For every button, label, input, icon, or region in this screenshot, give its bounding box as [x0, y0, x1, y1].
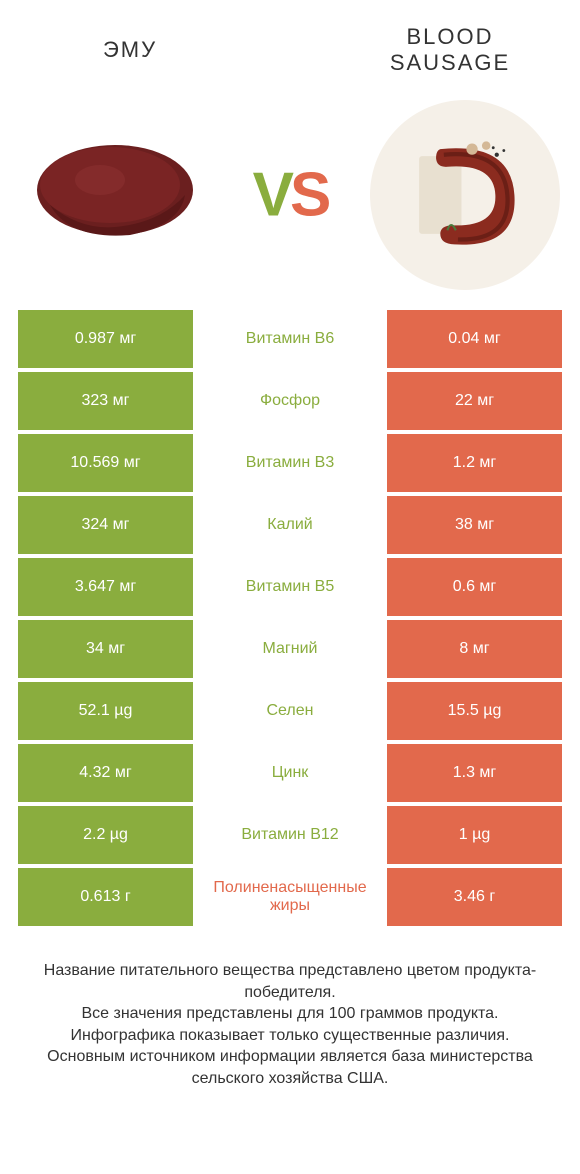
- food-image-right: [370, 100, 560, 290]
- footer-line: Все значения представлены для 100 граммо…: [24, 1003, 556, 1025]
- title-right: BLOOD SAUSAGE: [350, 24, 550, 77]
- food-image-left: [20, 100, 210, 290]
- cell-left-value: 2.2 µg: [18, 806, 193, 864]
- cell-nutrient-label: Фосфор: [193, 372, 387, 430]
- header: ЭМУ BLOOD SAUSAGE: [0, 0, 580, 90]
- cell-nutrient-label: Калий: [193, 496, 387, 554]
- cell-nutrient-label: Селен: [193, 682, 387, 740]
- cell-right-value: 3.46 г: [387, 868, 562, 926]
- cell-nutrient-label: Витамин B12: [193, 806, 387, 864]
- table-row: 0.613 гПолиненасыщенные жиры3.46 г: [18, 868, 562, 926]
- cell-left-value: 0.613 г: [18, 868, 193, 926]
- cell-right-value: 1.3 мг: [387, 744, 562, 802]
- cell-nutrient-label: Цинк: [193, 744, 387, 802]
- cell-nutrient-label: Витамин B3: [193, 434, 387, 492]
- footer-line: Основным источником информации является …: [24, 1046, 556, 1089]
- cell-right-value: 8 мг: [387, 620, 562, 678]
- cell-left-value: 323 мг: [18, 372, 193, 430]
- cell-left-value: 4.32 мг: [18, 744, 193, 802]
- cell-left-value: 3.647 мг: [18, 558, 193, 616]
- cell-right-value: 22 мг: [387, 372, 562, 430]
- footer-line: Название питательного вещества представл…: [24, 960, 556, 1003]
- cell-nutrient-label: Витамин B6: [193, 310, 387, 368]
- cell-left-value: 34 мг: [18, 620, 193, 678]
- emu-meat-icon: [30, 135, 200, 255]
- table-row: 4.32 мгЦинк1.3 мг: [18, 744, 562, 802]
- cell-left-value: 0.987 мг: [18, 310, 193, 368]
- cell-nutrient-label: Магний: [193, 620, 387, 678]
- sausage-icon: [380, 135, 550, 255]
- table-row: 52.1 µgСелен15.5 µg: [18, 682, 562, 740]
- table-row: 323 мгФосфор22 мг: [18, 372, 562, 430]
- cell-right-value: 1.2 мг: [387, 434, 562, 492]
- table-row: 3.647 мгВитамин B50.6 мг: [18, 558, 562, 616]
- footer-line: Инфографика показывает только существенн…: [24, 1025, 556, 1047]
- vs-s: S: [290, 161, 327, 230]
- cell-right-value: 0.04 мг: [387, 310, 562, 368]
- table-row: 324 мгКалий38 мг: [18, 496, 562, 554]
- cell-left-value: 324 мг: [18, 496, 193, 554]
- table-row: 2.2 µgВитамин B121 µg: [18, 806, 562, 864]
- cell-right-value: 1 µg: [387, 806, 562, 864]
- cell-right-value: 0.6 мг: [387, 558, 562, 616]
- cell-right-value: 38 мг: [387, 496, 562, 554]
- vs-v: V: [253, 161, 290, 230]
- cell-right-value: 15.5 µg: [387, 682, 562, 740]
- cell-left-value: 10.569 мг: [18, 434, 193, 492]
- images-row: VS: [0, 90, 580, 300]
- vs-badge: VS: [253, 160, 328, 231]
- table-row: 34 мгМагний8 мг: [18, 620, 562, 678]
- cell-nutrient-label: Витамин B5: [193, 558, 387, 616]
- table-row: 0.987 мгВитамин B60.04 мг: [18, 310, 562, 368]
- cell-nutrient-label: Полиненасыщенные жиры: [193, 868, 387, 926]
- footer-notes: Название питательного вещества представл…: [0, 930, 580, 1090]
- table-row: 10.569 мгВитамин B31.2 мг: [18, 434, 562, 492]
- cell-left-value: 52.1 µg: [18, 682, 193, 740]
- comparison-table: 0.987 мгВитамин B60.04 мг323 мгФосфор22 …: [0, 310, 580, 926]
- title-left: ЭМУ: [30, 37, 230, 63]
